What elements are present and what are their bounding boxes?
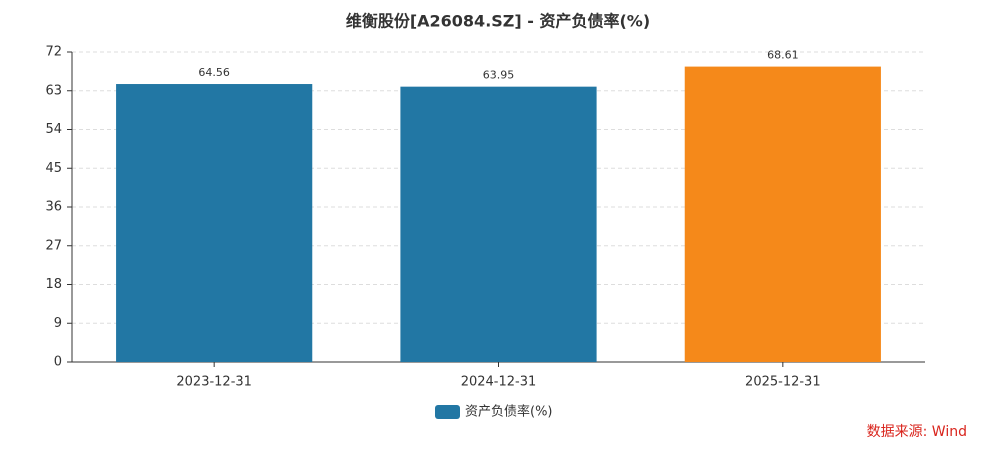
value-label: 64.56: [198, 66, 230, 79]
y-tick-label: 63: [45, 83, 62, 98]
bar: [116, 84, 313, 363]
y-tick-label: 27: [45, 238, 62, 253]
chart-title: 维衡股份[A26084.SZ] - 资产负债率(%): [346, 12, 650, 31]
y-tick-label: 45: [45, 161, 62, 176]
value-label: 68.61: [767, 49, 799, 62]
value-label: 63.95: [483, 69, 515, 82]
y-tick-label: 0: [54, 355, 62, 370]
legend-swatch: [435, 405, 460, 419]
x-tick-label: 2025-12-31: [745, 375, 821, 390]
bar: [684, 66, 881, 363]
bar: [400, 86, 597, 362]
y-tick-label: 36: [45, 200, 62, 215]
y-tick-label: 54: [45, 122, 62, 137]
source-note: 数据来源: Wind: [867, 424, 967, 440]
legend-label: 资产负债率(%): [465, 404, 553, 420]
x-tick-label: 2024-12-31: [461, 375, 537, 390]
y-tick-label: 72: [45, 45, 62, 60]
y-tick-label: 9: [54, 316, 62, 331]
x-tick-label: 2023-12-31: [176, 375, 252, 390]
y-tick-label: 18: [45, 277, 62, 292]
